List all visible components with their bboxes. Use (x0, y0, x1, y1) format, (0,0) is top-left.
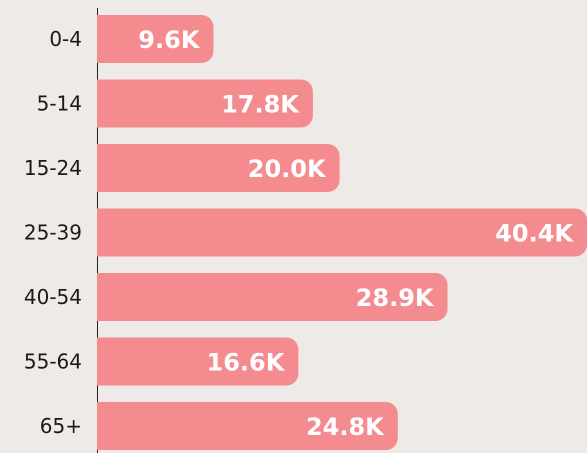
bar (97, 79, 313, 128)
category-label: 0-4 (49, 27, 82, 51)
bar (97, 273, 448, 321)
category-label: 65+ (40, 414, 82, 438)
value-label: 17.8K (221, 91, 300, 119)
category-label: 25-39 (24, 221, 82, 245)
category-label: 15-24 (24, 156, 82, 180)
value-label: 24.8K (306, 413, 385, 441)
value-label: 9.6K (138, 26, 201, 54)
value-label: 20.0K (248, 155, 327, 183)
category-label: 55-64 (24, 350, 82, 374)
bar (97, 208, 587, 257)
value-label: 16.6K (207, 349, 286, 377)
value-label: 40.4K (495, 220, 574, 248)
value-label: 28.9K (356, 284, 435, 312)
category-label: 5-14 (37, 92, 82, 116)
bar (97, 402, 398, 450)
category-label: 40-54 (24, 285, 82, 309)
bar (97, 144, 340, 192)
bar (97, 337, 299, 386)
bar (97, 15, 214, 63)
